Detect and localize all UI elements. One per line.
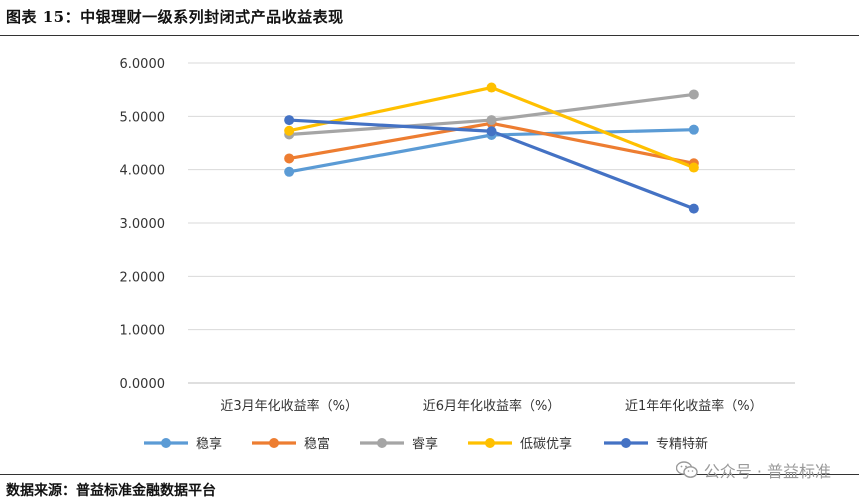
y-tick-label: 5.0000 <box>120 110 166 125</box>
data-point <box>688 162 699 173</box>
wechat-icon <box>675 461 698 478</box>
y-tick-label: 0.0000 <box>120 377 166 392</box>
x-axis-categories: 近3月年化收益率（%） 近6月年化收益率（%） 近1年年化收益率（%） <box>220 398 762 414</box>
legend-item: 稳享 <box>144 436 222 452</box>
legend-label: 睿享 <box>412 436 438 452</box>
legend-swatch-marker <box>269 438 279 448</box>
legend-swatch-marker <box>485 438 495 448</box>
y-tick-label: 4.0000 <box>120 164 166 179</box>
figure-title: 图表 15：中银理财一级系列封闭式产品收益表现 <box>6 8 344 26</box>
y-tick-label: 1.0000 <box>120 324 166 339</box>
x-category-label: 近3月年化收益率（%） <box>220 398 358 414</box>
data-point <box>486 126 497 137</box>
legend-label: 低碳优享 <box>520 436 572 452</box>
data-point <box>284 115 295 126</box>
data-point <box>486 115 497 126</box>
y-axis-ticks: 0.0000 1.0000 2.0000 3.0000 4.0000 5.0000 6.00… <box>120 57 166 392</box>
data-point <box>284 153 295 164</box>
legend-label: 专精特新 <box>656 436 708 452</box>
data-point <box>284 166 295 177</box>
legend-item: 睿享 <box>360 436 438 452</box>
legend-label: 稳富 <box>304 436 330 452</box>
top-rule <box>0 35 859 36</box>
y-tick-label: 2.0000 <box>120 270 166 285</box>
line-chart: 0.0000 1.0000 2.0000 3.0000 4.0000 5.0000 6.00… <box>120 57 795 452</box>
x-category-label: 近6月年化收益率（%） <box>423 398 561 414</box>
legend: 稳享 稳富 睿享 低碳优享 专精特新 <box>144 436 708 452</box>
source-note: 数据来源：普益标准金融数据平台 <box>6 483 216 499</box>
y-tick-label: 3.0000 <box>120 217 166 232</box>
data-point <box>486 82 497 93</box>
bottom-rule <box>0 474 859 475</box>
watermark-text: 公众号 · 普益标准 <box>703 462 831 481</box>
data-point <box>688 203 699 214</box>
legend-swatch-marker <box>161 438 171 448</box>
watermark: 公众号 · 普益标准 <box>675 458 831 482</box>
data-point <box>688 89 699 100</box>
data-point <box>688 124 699 135</box>
legend-swatch-marker <box>377 438 387 448</box>
x-category-label: 近1年年化收益率（%） <box>625 398 763 414</box>
legend-item: 专精特新 <box>604 436 708 452</box>
legend-item: 低碳优享 <box>468 436 572 452</box>
legend-item: 稳富 <box>252 436 330 452</box>
series-lines <box>284 82 699 214</box>
y-tick-label: 6.0000 <box>120 57 166 72</box>
legend-label: 稳享 <box>196 436 222 452</box>
legend-swatch-marker <box>621 438 631 448</box>
data-point <box>284 125 295 136</box>
grid-lines <box>188 62 795 384</box>
